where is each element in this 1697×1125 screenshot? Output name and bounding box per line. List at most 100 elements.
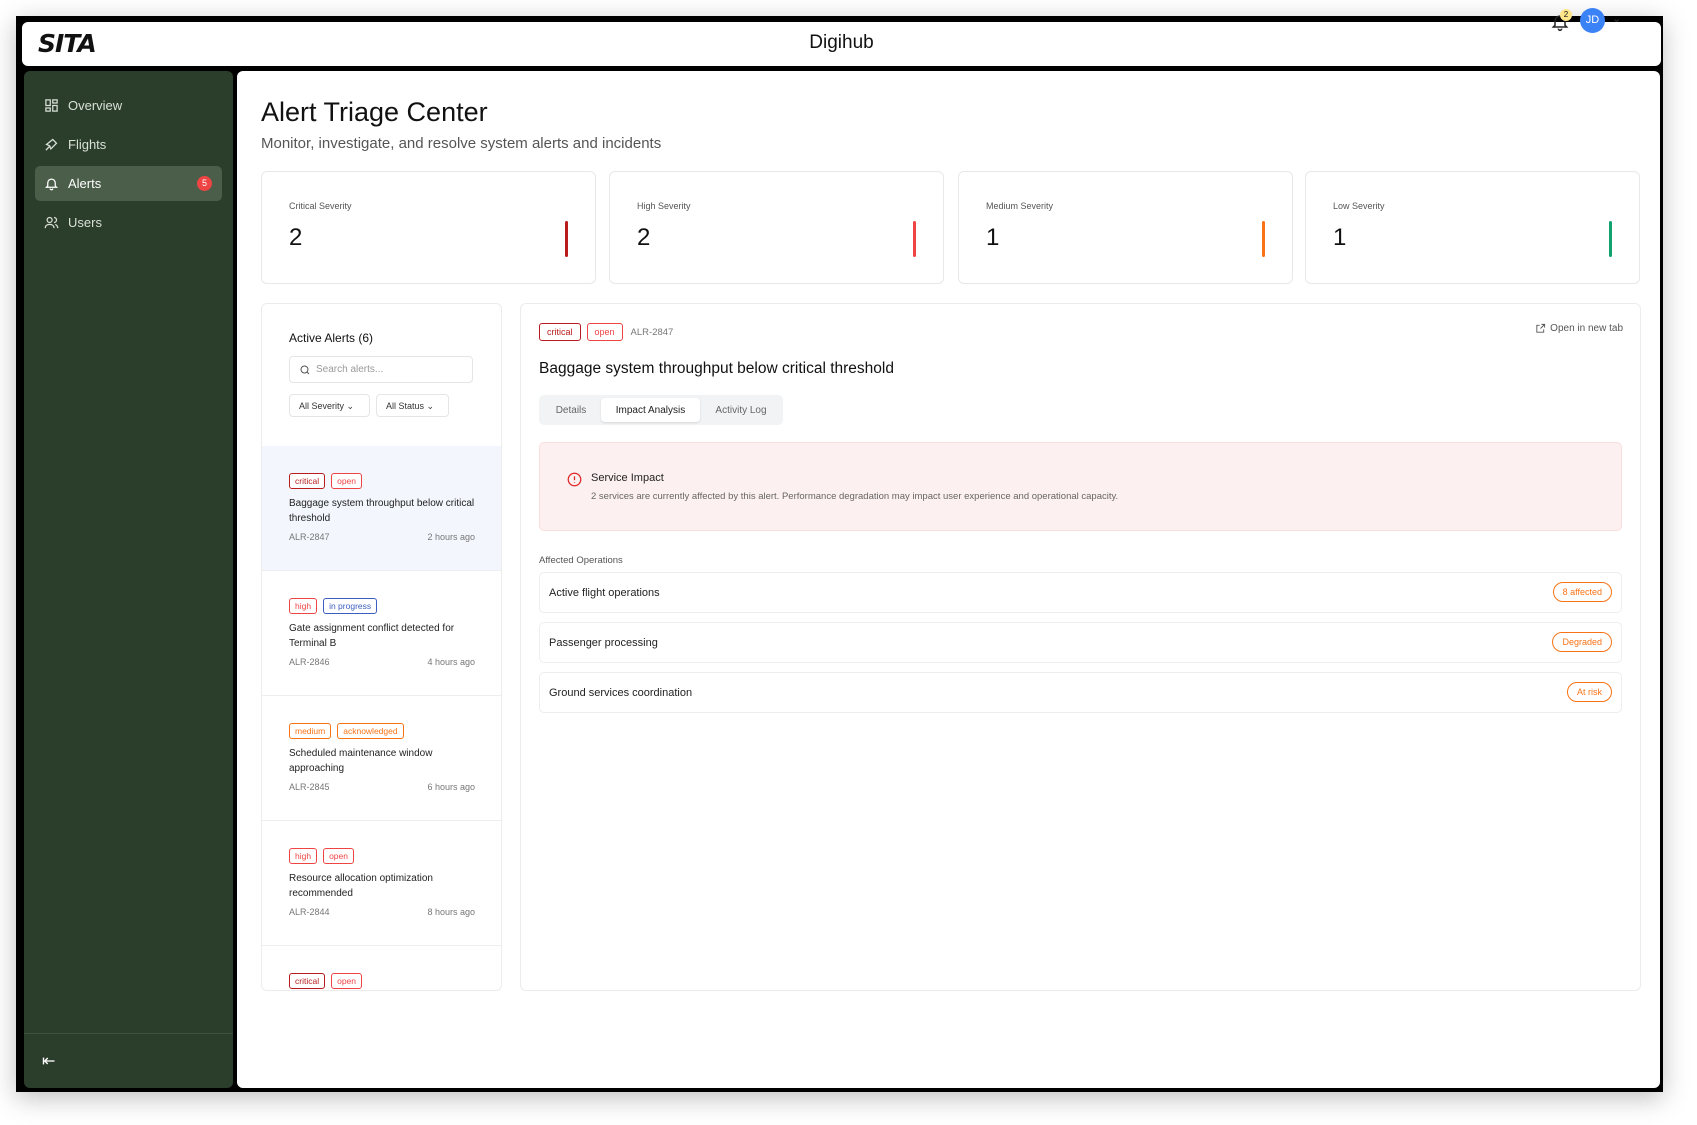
operation-name: Active flight operations <box>549 587 660 599</box>
impact-title: Service Impact <box>591 472 664 484</box>
chevron-down-icon: ⌄ <box>426 401 435 411</box>
sidebar: Overview Flights Alerts 5 Users ⇤ <box>24 71 233 1088</box>
bell-icon <box>44 178 59 191</box>
operation-status-badge: Degraded <box>1552 632 1612 652</box>
card-label: Low Severity <box>1333 201 1385 211</box>
card-value: 1 <box>986 224 1000 251</box>
alert-list-item[interactable]: high open Resource allocation optimizatio… <box>262 821 501 946</box>
sidebar-item-flights[interactable]: Flights <box>35 127 222 162</box>
sidebar-item-overview[interactable]: Overview <box>35 88 222 123</box>
severity-badge: high <box>289 598 318 614</box>
status-badge: open <box>331 473 363 489</box>
tab-impact-analysis[interactable]: Impact Analysis <box>601 398 700 422</box>
severity-badge: critical <box>539 323 581 341</box>
open-new-tab-label: Open in new tab <box>1550 323 1623 334</box>
alerts-count-badge: 5 <box>197 176 212 191</box>
status-filter-dropdown[interactable]: All Status ⌄ <box>376 394 449 417</box>
affected-operations-label: Affected Operations <box>539 555 623 566</box>
status-badge: open <box>323 848 354 864</box>
status-badge: in progress <box>323 598 378 614</box>
alerts-list-panel: Active Alerts (6) Search alerts... All S… <box>261 303 502 991</box>
operation-name: Ground services coordination <box>549 687 693 699</box>
severity-bar <box>565 221 568 257</box>
severity-badge: critical <box>289 473 326 489</box>
alert-list-item[interactable]: medium acknowledged Scheduled maintenance… <box>262 696 501 821</box>
operation-row: Active flight operations 8 affected <box>539 572 1622 613</box>
critical-severity-card: Critical Severity 2 <box>261 171 596 284</box>
tab-activity-log[interactable]: Activity Log <box>715 405 767 416</box>
operation-name: Passenger processing <box>549 637 658 649</box>
severity-bar <box>1609 221 1612 257</box>
user-avatar[interactable]: JD <box>1580 8 1605 33</box>
severity-bar <box>1262 221 1265 257</box>
operation-row: Passenger processing Degraded <box>539 622 1622 663</box>
filter-label: All Status <box>386 401 425 411</box>
alert-id: ALR-2845 <box>289 782 330 792</box>
high-severity-card: High Severity 2 <box>609 171 944 284</box>
card-label: Medium Severity <box>986 201 1054 211</box>
alert-title: Scheduled maintenance window approaching <box>289 748 433 774</box>
alert-id: ALR-2847 <box>630 326 674 338</box>
card-label: Critical Severity <box>289 201 352 211</box>
search-icon <box>300 365 310 375</box>
alert-time: 2 hours ago <box>427 532 475 542</box>
alert-list-item[interactable]: critical open <box>262 946 501 990</box>
alerts-panel-title: Active Alerts (6) <box>289 331 374 345</box>
notification-count-badge: 2 <box>1560 9 1572 21</box>
low-severity-card: Low Severity 1 <box>1305 171 1640 284</box>
card-label: High Severity <box>637 201 691 211</box>
plane-icon <box>45 138 58 151</box>
card-value: 1 <box>1333 224 1347 251</box>
grid-icon <box>45 99 58 112</box>
alert-title: Gate assignment conflict detected for Te… <box>289 623 455 649</box>
search-alerts-input[interactable]: Search alerts... <box>289 356 473 383</box>
sidebar-item-users[interactable]: Users <box>35 205 222 240</box>
severity-filter-dropdown[interactable]: All Severity ⌄ <box>289 394 370 417</box>
alert-id: ALR-2847 <box>289 532 330 542</box>
alert-title: Resource allocation optimization recomme… <box>289 873 433 899</box>
alert-time: 6 hours ago <box>427 782 475 792</box>
alert-id: ALR-2846 <box>289 657 330 667</box>
status-badge: open <box>586 323 623 341</box>
users-icon <box>44 216 59 229</box>
chevron-down-icon[interactable]: ⌄ <box>1612 13 1622 25</box>
alert-id: ALR-2844 <box>289 907 330 917</box>
sidebar-item-alerts[interactable]: Alerts 5 <box>35 166 222 201</box>
alert-list-item[interactable]: critical open Baggage system throughput b… <box>262 446 501 571</box>
filter-label: All Severity <box>299 401 345 411</box>
sidebar-item-label: Users <box>68 215 102 230</box>
page-title: Alert Triage Center <box>261 97 488 127</box>
sidebar-item-label: Flights <box>68 137 107 152</box>
alert-time: 4 hours ago <box>427 657 475 667</box>
severity-badge: critical <box>289 973 326 989</box>
card-value: 2 <box>637 224 651 251</box>
severity-bar <box>913 221 916 257</box>
open-in-new-tab-link[interactable]: Open in new tab <box>1535 323 1623 334</box>
alert-circle-icon <box>567 472 582 487</box>
chevron-down-icon: ⌄ <box>346 401 355 411</box>
status-badge: open <box>331 973 363 989</box>
alert-title: Baggage system throughput below critical… <box>289 498 475 524</box>
service-impact-callout: Service Impact 2 services are currently … <box>539 442 1622 531</box>
alert-detail-title: Baggage system throughput below critical… <box>539 360 894 377</box>
alert-time: 8 hours ago <box>427 907 475 917</box>
sidebar-item-label: Alerts <box>68 176 102 191</box>
page-subtitle: Monitor, investigate, and resolve system… <box>261 135 662 152</box>
sidebar-divider <box>24 1033 233 1034</box>
external-link-icon <box>1536 323 1546 333</box>
top-header: SITA Digihub <box>22 22 1661 66</box>
alert-list-item[interactable]: high in progress Gate assignment conflict… <box>262 571 501 696</box>
operation-row: Ground services coordination At risk <box>539 672 1622 713</box>
operation-status-badge: 8 affected <box>1552 582 1612 602</box>
sita-logo: SITA <box>38 29 97 58</box>
tab-details[interactable]: Details <box>555 405 587 416</box>
severity-badge: medium <box>289 723 332 739</box>
operation-status-badge: At risk <box>1566 682 1612 702</box>
collapse-sidebar-icon[interactable]: ⇤ <box>42 1053 56 1070</box>
card-value: 2 <box>289 224 303 251</box>
search-placeholder: Search alerts... <box>316 364 384 375</box>
detail-tabs: Details Impact Analysis Activity Log <box>539 395 783 425</box>
severity-badge: high <box>289 848 318 864</box>
alert-detail-panel: critical open ALR-2847 Open in new tab Bag… <box>520 303 1641 991</box>
status-badge: acknowledged <box>337 723 404 739</box>
